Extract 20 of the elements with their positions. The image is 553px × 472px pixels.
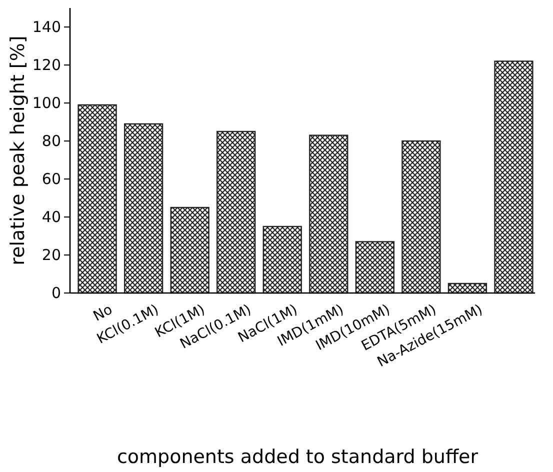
- bar: [262, 226, 302, 294]
- y-tick-label: 100: [32, 94, 61, 112]
- y-tick-label: 80: [42, 132, 61, 150]
- bar: [355, 241, 394, 294]
- bar: [78, 104, 117, 294]
- bar: [402, 140, 441, 294]
- bar: [170, 206, 210, 294]
- y-tick-label: 120: [32, 56, 61, 74]
- y-tick-label: 40: [42, 208, 61, 226]
- y-axis-title: relative peak height [%]: [7, 36, 29, 266]
- bar: [494, 60, 534, 294]
- x-axis-title: components added to standard buffer: [116, 446, 478, 468]
- bar: [124, 123, 164, 294]
- y-tick-label: 60: [42, 170, 61, 188]
- bar: [216, 130, 256, 294]
- bar: [448, 282, 488, 294]
- y-tick-label: 140: [32, 18, 61, 36]
- y-tick-label: 20: [42, 246, 61, 264]
- y-tick-label: 0: [51, 284, 61, 302]
- bar: [309, 134, 348, 294]
